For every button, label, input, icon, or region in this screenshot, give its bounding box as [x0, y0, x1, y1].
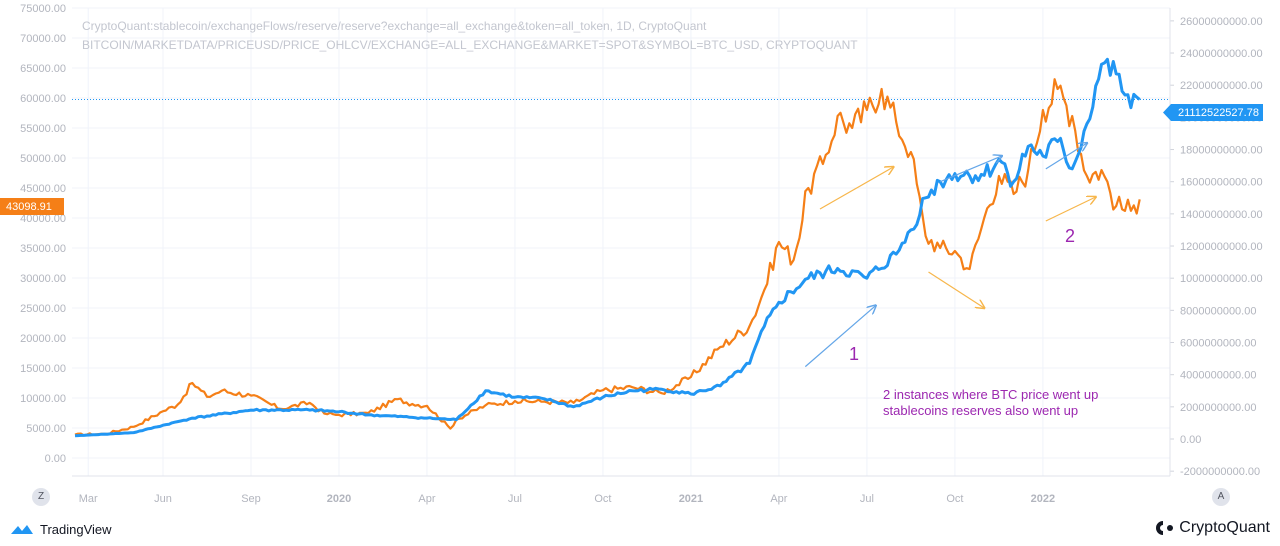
header-line-1: CryptoQuant:stablecoin/exchangeFlows/res… [82, 19, 707, 33]
x-tick-label: Mar [79, 493, 98, 505]
x-tick-label: Jul [860, 493, 874, 505]
header-line-2: BITCOIN/MARKETDATA/PRICEUSD/PRICE_OHLCV/… [82, 38, 858, 52]
right-tick-label: 6000000000.00 [1180, 338, 1256, 350]
price-badge-bg [0, 198, 64, 215]
x-tick-label: Jun [154, 493, 172, 505]
right-tick-label: 18000000000.00 [1180, 145, 1263, 157]
price-badge-value: 43098.91 [6, 201, 52, 213]
annotation-arrows [804, 143, 1096, 368]
reserve-badge-value: 21112522527.78 [1178, 107, 1259, 119]
left-price-axis: 0.00 5000.00 10000.00 15000.00 20000.00 25000… [20, 3, 66, 465]
annotation-note-line-1: 2 instances where BTC price went up [883, 387, 1098, 402]
x-tick-label: 2022 [1031, 493, 1055, 505]
trend-arrow [1045, 197, 1096, 222]
right-tick-label: 22000000000.00 [1180, 80, 1263, 92]
right-tick-label: 2000000000.00 [1180, 402, 1256, 414]
left-tick-label: 5000.00 [26, 423, 66, 435]
trend-arrow [928, 271, 985, 308]
reserve-badge-bg [1171, 104, 1263, 121]
left-tick-label: 60000.00 [20, 93, 66, 105]
last-price-badge: 43098.91 [0, 198, 64, 215]
trend-arrow [1045, 143, 1087, 170]
cryptoquant-brand[interactable]: CryptoQuant [1155, 517, 1270, 539]
x-tick-label: Oct [946, 493, 963, 505]
time-axis: Mar Jun Sep 2020 Apr Jul Oct 2021 Apr Jul Oct 2022 [79, 493, 1055, 505]
right-tick-label: 4000000000.00 [1180, 370, 1256, 382]
left-tick-label: 45000.00 [20, 183, 66, 195]
stablecoin-reserve-line[interactable] [74, 57, 1141, 438]
btc-price-line[interactable] [74, 78, 1141, 437]
x-tick-label: Oct [594, 493, 611, 505]
left-tick-label: 25000.00 [20, 303, 66, 315]
right-tick-label: 14000000000.00 [1180, 209, 1263, 221]
right-tick-label: -2000000000.00 [1180, 466, 1260, 478]
annotations: 1 2 2 instances where BTC price went up … [849, 226, 1098, 418]
right-tick-label: 10000000000.00 [1180, 273, 1263, 285]
left-tick-label: 20000.00 [20, 333, 66, 345]
right-tick-label: 26000000000.00 [1180, 16, 1263, 28]
x-tick-label: Apr [418, 493, 435, 505]
left-tick-label: 50000.00 [20, 153, 66, 165]
left-tick-label: 35000.00 [20, 243, 66, 255]
annotation-label-1: 1 [849, 344, 859, 364]
right-tick-label: 12000000000.00 [1180, 241, 1263, 253]
x-tick-label: 2021 [679, 493, 703, 505]
x-tick-label: Sep [241, 493, 261, 505]
trend-arrow [940, 156, 1002, 183]
left-tick-label: 0.00 [45, 453, 66, 465]
reserve-badge-pointer [1163, 104, 1171, 121]
left-tick-label: 10000.00 [20, 393, 66, 405]
series-layer [74, 57, 1141, 438]
chart-header: CryptoQuant:stablecoin/exchangeFlows/res… [82, 19, 858, 52]
left-tick-label: 40000.00 [20, 213, 66, 225]
trend-arrow [819, 167, 893, 210]
left-tick-label: 55000.00 [20, 123, 66, 135]
zoom-button[interactable]: Z [32, 488, 50, 506]
tradingview-logo-icon [11, 525, 33, 534]
cryptoquant-logo-icon [1156, 521, 1174, 535]
right-value-axis: -2000000000.00 0.00 2000000000.00 400000000… [1170, 16, 1263, 478]
right-tick-label: 24000000000.00 [1180, 48, 1263, 60]
annotation-label-2: 2 [1065, 226, 1075, 246]
last-reserve-badge: 21112522527.78 [1163, 104, 1263, 121]
left-tick-label: 65000.00 [20, 63, 66, 75]
x-tick-label: 2020 [327, 493, 351, 505]
cryptoquant-label: CryptoQuant [1179, 519, 1270, 536]
right-tick-label: 0.00 [1180, 434, 1201, 446]
tradingview-brand[interactable]: TradingView [10, 519, 112, 539]
x-tick-label: Apr [770, 493, 787, 505]
auto-scale-button[interactable]: A [1212, 488, 1230, 506]
trend-arrow [804, 306, 875, 368]
left-tick-label: 70000.00 [20, 33, 66, 45]
tradingview-label: TradingView [40, 521, 112, 537]
x-tick-label: Jul [508, 493, 522, 505]
left-tick-label: 75000.00 [20, 3, 66, 15]
right-tick-label: 8000000000.00 [1180, 305, 1256, 317]
left-tick-label: 15000.00 [20, 363, 66, 375]
left-tick-label: 30000.00 [20, 273, 66, 285]
annotation-note-line-2: stablecoins reserves also went up [883, 403, 1078, 418]
right-tick-label: 16000000000.00 [1180, 177, 1263, 189]
